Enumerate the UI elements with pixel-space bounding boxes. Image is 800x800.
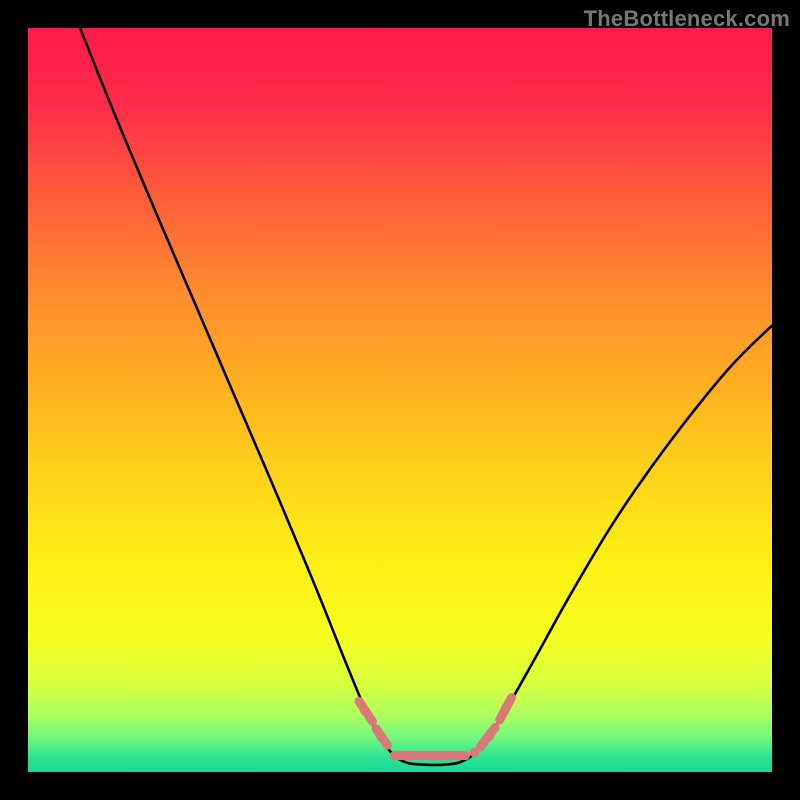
plot-gradient-background (28, 28, 772, 772)
salmon-dot (484, 731, 494, 741)
gradient-chart-svg (0, 0, 800, 800)
salmon-dot (377, 732, 387, 742)
salmon-dot (360, 706, 370, 716)
watermark-text: TheBottleneck.com (584, 6, 790, 32)
salmon-dot (470, 748, 480, 758)
chart-frame: TheBottleneck.com (0, 0, 800, 800)
salmon-dot (501, 703, 511, 713)
